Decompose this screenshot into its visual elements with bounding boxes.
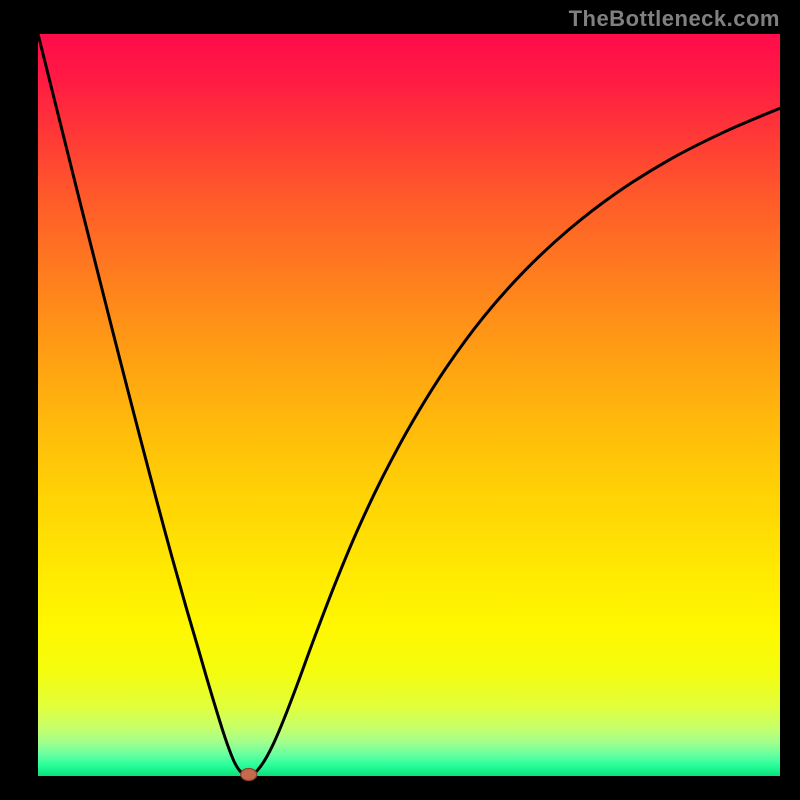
bottleneck-curve xyxy=(38,34,780,775)
curve-layer xyxy=(0,0,800,800)
optimal-point-marker xyxy=(241,769,257,781)
chart-container: TheBottleneck.com xyxy=(0,0,800,800)
watermark-text: TheBottleneck.com xyxy=(569,6,780,32)
